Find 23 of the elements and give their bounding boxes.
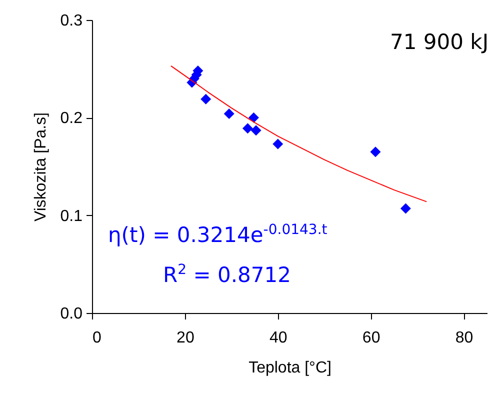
annotation: η(t) = 0.3214e$^{-0.0143.t}$: [108, 222, 328, 247]
point: [370, 146, 381, 158]
x-tick-label: 60: [362, 330, 380, 346]
line-series: [170, 65, 428, 202]
x-tick-label: 40: [269, 330, 288, 346]
x-axis-title: Teplota [°C]: [248, 360, 332, 376]
x-tick-label: 80: [455, 330, 474, 346]
point: [400, 203, 411, 214]
y-axis-title: Viskozita [Pa.s]: [32, 112, 50, 222]
point: [272, 138, 284, 150]
y-tick-label: 0.1: [60, 208, 83, 225]
point: [224, 108, 234, 120]
annotation: R$^{2}$ = 0.8712: [163, 262, 291, 287]
point: [200, 94, 212, 104]
y-tick-label: 0.3: [60, 12, 83, 30]
x-tick-label: 20: [176, 330, 194, 346]
x-tick-label: 0: [92, 330, 102, 346]
point: [248, 112, 259, 123]
point: [242, 123, 253, 134]
point: [250, 125, 262, 136]
y-tick-label: 0.2: [60, 110, 83, 128]
y-tick-label: 0.0: [60, 306, 83, 322]
annotation: 71 900 kJ: [390, 30, 489, 54]
